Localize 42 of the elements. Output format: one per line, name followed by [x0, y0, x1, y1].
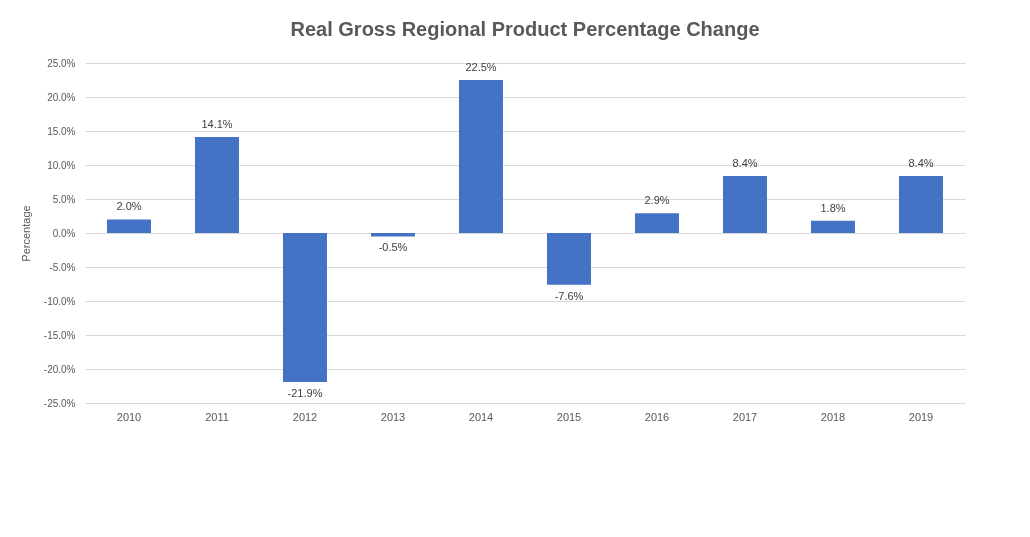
- y-tick-label: -15.0%: [43, 329, 76, 341]
- data-label: 2.0%: [116, 200, 142, 213]
- x-tick-label: 2018: [820, 410, 846, 423]
- y-axis-title: Percentage: [19, 205, 32, 262]
- bar: [899, 175, 943, 233]
- bar: [195, 137, 239, 233]
- bar: [635, 213, 679, 233]
- x-tick-label: 2012: [292, 410, 318, 423]
- x-tick-label: 2014: [468, 410, 494, 423]
- x-tick-label: 2015: [556, 410, 582, 423]
- y-tick-label: -20.0%: [43, 363, 76, 375]
- data-label: 22.5%: [465, 61, 497, 73]
- data-label: 8.4%: [908, 156, 934, 169]
- data-label: 8.4%: [732, 156, 758, 169]
- y-tick-label: 10.0%: [47, 159, 76, 171]
- bar: [459, 80, 503, 233]
- x-tick-label: 2013: [380, 410, 406, 423]
- y-tick-label: 25.0%: [47, 57, 76, 69]
- data-label: 2.9%: [644, 194, 670, 207]
- y-tick-label: 5.0%: [52, 193, 76, 205]
- x-tick-label: 2019: [908, 410, 934, 423]
- y-tick-label: 0.0%: [52, 227, 76, 239]
- y-tick-label: -5.0%: [49, 261, 76, 273]
- data-label: -7.6%: [554, 289, 584, 302]
- bar: [811, 220, 855, 233]
- y-tick-label: -10.0%: [43, 295, 76, 307]
- y-tick-label: 20.0%: [47, 91, 76, 103]
- data-label: 14.1%: [201, 118, 233, 131]
- x-tick-label: 2010: [116, 410, 142, 423]
- x-tick-label: 2017: [732, 410, 758, 423]
- data-label: -0.5%: [378, 241, 408, 254]
- data-label: -21.9%: [287, 386, 323, 399]
- bar: [283, 233, 327, 382]
- x-tick-label: 2011: [205, 410, 229, 423]
- bar: [547, 233, 591, 285]
- data-label: 1.8%: [820, 201, 846, 214]
- chart-title: Real Gross Regional Product Percentage Change: [290, 18, 760, 40]
- x-tick-label: 2016: [644, 410, 670, 423]
- bar: [723, 175, 767, 233]
- y-tick-label: -25.0%: [43, 397, 76, 409]
- bar: [107, 219, 151, 233]
- y-tick-label: 15.0%: [47, 125, 76, 137]
